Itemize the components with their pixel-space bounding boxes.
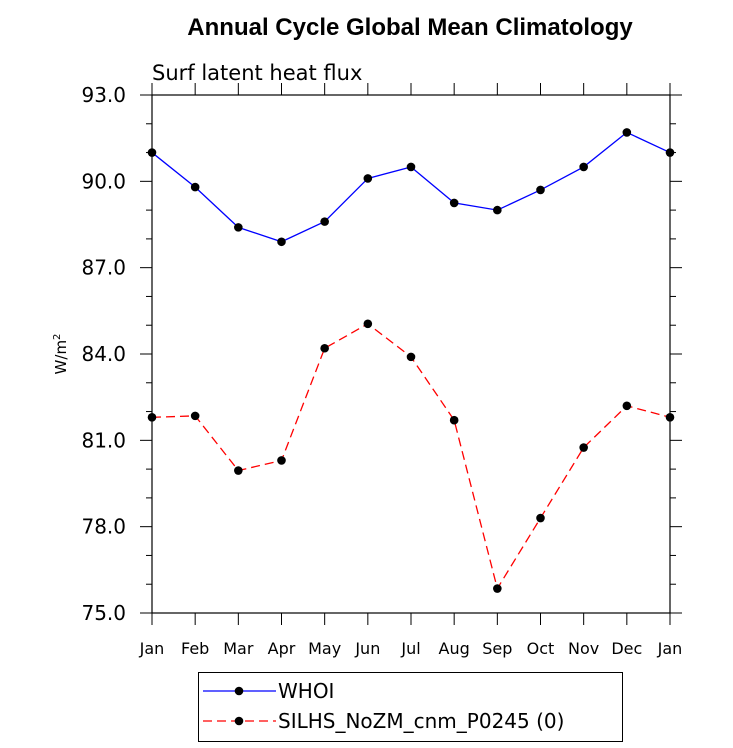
- x-tick-label: Jun: [354, 639, 380, 658]
- y-tick-label: 90.0: [81, 169, 126, 193]
- series-1-point: [406, 162, 416, 172]
- x-tick-label: Mar: [223, 639, 254, 658]
- series-1-point: [147, 148, 157, 157]
- series-2-point: [147, 413, 157, 422]
- legend: [198, 672, 623, 742]
- series-line-2: [151, 323, 671, 591]
- x-tick-label: Feb: [181, 639, 209, 658]
- y-tick-label: 78.0: [81, 515, 126, 539]
- y-axis-label-text: W/m: [52, 340, 70, 375]
- x-tick-label: Sep: [482, 639, 512, 658]
- y-tick-label: 81.0: [81, 428, 126, 452]
- x-tick-label: May: [308, 639, 341, 658]
- legend-label-2: SILHS_NoZM_cnm_P0245 (0): [278, 709, 564, 733]
- series-1-point: [277, 237, 286, 247]
- series-2-point: [320, 343, 329, 353]
- x-tick-label: Jan: [657, 639, 683, 658]
- series-2-point: [579, 443, 588, 452]
- y-tick-label: 93.0: [81, 83, 126, 107]
- series-2-point: [493, 584, 502, 593]
- series-2-point: [234, 466, 243, 475]
- series-1-point: [449, 198, 459, 208]
- chart-title: Annual Cycle Global Mean Climatology: [187, 14, 633, 41]
- series-2-point: [406, 352, 416, 362]
- x-tick-label: Jul: [400, 639, 420, 658]
- series-2-point: [363, 319, 373, 329]
- series-1-point: [536, 185, 545, 195]
- series-2-point: [190, 411, 200, 421]
- y-tick-label: 75.0: [81, 601, 126, 625]
- x-tick-label: Oct: [527, 639, 555, 658]
- y-axis-label: W/m2: [52, 334, 70, 375]
- series-2-point: [536, 513, 545, 523]
- x-tick-label: Aug: [439, 639, 470, 658]
- series-1-point: [579, 162, 588, 172]
- series-2-point: [622, 401, 632, 411]
- x-tick-label: Jan: [139, 639, 165, 658]
- x-tick-label: Dec: [611, 639, 642, 658]
- series-1-point: [622, 128, 632, 137]
- y-tick-label: 84.0: [81, 342, 126, 366]
- series-1-point: [320, 217, 329, 226]
- legend-marker-1: [234, 686, 244, 696]
- series-1-point: [363, 174, 373, 183]
- chart-subtitle: Surf latent heat flux: [152, 61, 362, 85]
- x-tick-label: Apr: [268, 639, 296, 658]
- legend-label-1: WHOI: [278, 679, 334, 703]
- x-tick-label: Nov: [568, 639, 599, 658]
- y-tick-label: 87.0: [81, 256, 126, 280]
- series-1-point: [234, 223, 243, 232]
- series-line-1: [151, 131, 671, 243]
- series-2-point: [277, 456, 286, 465]
- series-1-point: [190, 182, 200, 192]
- series-1-point: [665, 148, 675, 157]
- y-axis-label-superscript: 2: [52, 334, 63, 340]
- series-2-point: [449, 415, 459, 425]
- series-1-point: [493, 205, 502, 215]
- legend-marker-2: [234, 716, 244, 726]
- series-2-point: [665, 413, 675, 422]
